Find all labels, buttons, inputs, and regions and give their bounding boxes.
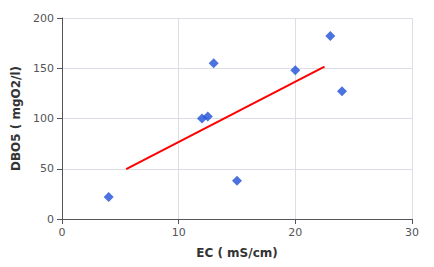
- svg-text:DBO5 ( mgO2/l): DBO5 ( mgO2/l): [9, 66, 23, 171]
- svg-text:100: 100: [33, 112, 54, 125]
- svg-text:50: 50: [40, 162, 54, 175]
- svg-text:200: 200: [33, 12, 54, 25]
- svg-text:0: 0: [59, 226, 66, 239]
- svg-text:30: 30: [405, 226, 419, 239]
- svg-text:0: 0: [47, 213, 54, 226]
- svg-text:EC ( mS/cm): EC ( mS/cm): [196, 246, 277, 260]
- svg-text:10: 10: [172, 226, 186, 239]
- svg-text:150: 150: [33, 62, 54, 75]
- svg-text:20: 20: [288, 226, 302, 239]
